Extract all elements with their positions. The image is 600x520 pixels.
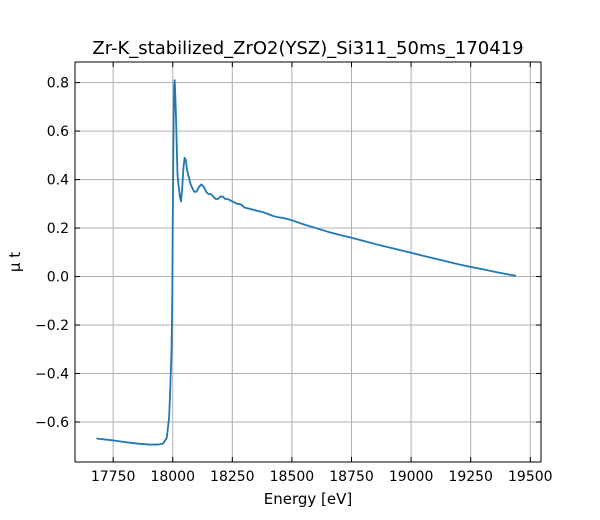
y-tick-label: 0.8: [47, 76, 69, 92]
plot-area: [96, 79, 517, 446]
y-tick-label: 0.2: [47, 221, 69, 237]
x-tick-label: 18250: [210, 469, 255, 485]
y-tick-label: 0.0: [47, 270, 69, 286]
x-tick-label: 19250: [448, 469, 493, 485]
chart-title: Zr-K_stabilized_ZrO2(YSZ)_Si311_50ms_170…: [92, 38, 523, 59]
y-axis-label: μ t: [6, 252, 24, 272]
x-tick-label: 19000: [389, 469, 434, 485]
plot-frame: [74, 61, 542, 463]
x-tick-label: 19500: [508, 469, 553, 485]
series-line: [96, 79, 517, 446]
y-tick-label: −0.6: [35, 415, 69, 431]
x-tick-label: 18000: [150, 469, 195, 485]
grid: [75, 62, 541, 462]
y-tick-label: −0.4: [35, 367, 69, 383]
x-tick-label: 18750: [329, 469, 374, 485]
x-tick-label: 17750: [91, 469, 136, 485]
x-axis-label: Energy [eV]: [264, 490, 352, 508]
x-tick-label: 18500: [270, 469, 315, 485]
y-tick-label: 0.4: [47, 173, 69, 189]
y-axis: −0.6 −0.4 −0.2 0.0 0.2 0.4 0.6 0.8: [35, 76, 541, 431]
y-tick-label: 0.6: [47, 124, 69, 140]
x-axis: 17750 18000 18250 18500 18750 19000 19250 19500: [91, 62, 553, 485]
y-tick-label: −0.2: [35, 318, 69, 334]
